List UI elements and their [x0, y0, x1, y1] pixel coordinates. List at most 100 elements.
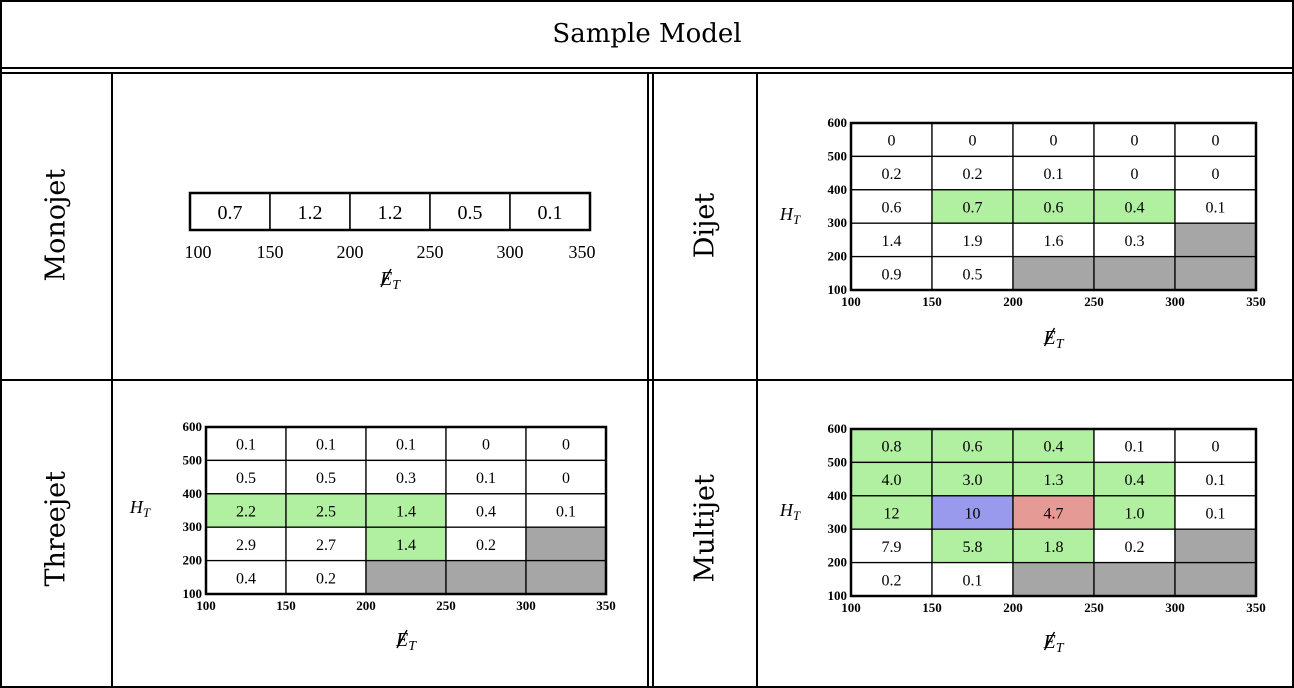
multijet-cell-value: 4.7 [1044, 506, 1064, 523]
multijet-grid-border [849, 427, 1258, 598]
mono-x-tick: 350 [569, 242, 596, 262]
multijet-cell [1093, 561, 1176, 597]
multijet-x-tick: 200 [1003, 600, 1023, 615]
mono-x-tick: 300 [497, 242, 524, 262]
threejet-x-tick: 100 [196, 598, 216, 613]
multijet-cell [1093, 495, 1176, 530]
mono-strip-border [188, 191, 592, 232]
threejet-grid-border [204, 425, 608, 596]
dijet-cell-value: 0.1 [1044, 166, 1064, 183]
dijet-cell-value: 0.6 [1044, 200, 1064, 217]
dijet-cell [931, 155, 1014, 191]
multijet-cell-value: 0.6 [963, 439, 983, 456]
dijet-cell [850, 155, 933, 191]
dijet-x-tick: 150 [922, 294, 942, 309]
multijet-cell-value: 7.9 [882, 539, 902, 556]
dijet-x-tick: 300 [1165, 294, 1185, 309]
dijet-cell-value: 0.5 [963, 266, 983, 283]
threejet-cell-value: 1.4 [396, 504, 416, 521]
dijet-cell-value: 0 [1050, 133, 1058, 150]
dijet-cell [931, 255, 1014, 291]
dijet-cell [1093, 122, 1176, 158]
dijet-cell-value: 0 [1212, 166, 1220, 183]
threejet-y-tick: 600 [183, 419, 203, 434]
dijet-y-tick: 600 [828, 115, 848, 130]
threejet-cell [205, 559, 287, 595]
threejet-y-tick: 300 [183, 519, 203, 534]
dijet-y-label: HT [779, 204, 801, 227]
threejet-cell-value: 0.1 [476, 470, 496, 487]
table-title: Sample Model [552, 19, 742, 49]
dijet-cell-value: 1.6 [1044, 233, 1064, 250]
dijet-cell-value: 0 [1131, 166, 1139, 183]
multijet-cell-value: 1.3 [1044, 472, 1064, 489]
mono-cell-value: 1.2 [298, 202, 323, 224]
threejet-cell-value: 0.1 [556, 504, 576, 521]
dijet-cell-value: 0 [969, 133, 977, 150]
threejet-x-tick: 350 [596, 598, 616, 613]
multijet-x-tick: 150 [922, 600, 942, 615]
multijet-y-tick: 200 [828, 555, 848, 570]
mono-cell-value: 0.5 [458, 202, 483, 224]
mono-cell [429, 192, 511, 231]
threejet-x-tick: 150 [276, 598, 296, 613]
multijet-cell-value: 1.0 [1125, 506, 1145, 523]
dijet-y-tick: 400 [828, 182, 848, 197]
dijet-y-tick: 200 [828, 249, 848, 264]
dijet-cell-value: 1.9 [963, 233, 983, 250]
dijet-grid-border [849, 121, 1258, 292]
dijet-cell [1093, 155, 1176, 191]
multijet-cell-value: 10 [965, 506, 981, 523]
threejet-cell-value: 2.2 [236, 504, 256, 521]
multijet-x-tick: 350 [1246, 600, 1266, 615]
threejet-cell-value: 0.1 [236, 437, 256, 454]
threejet-cell-value: 1.4 [396, 537, 416, 554]
multijet-y-label: HT [779, 500, 801, 523]
dijet-cell [850, 222, 933, 258]
dijet-x-label: ET [1042, 327, 1064, 352]
multijet-cell-value: 1.8 [1044, 539, 1064, 556]
multijet-y-tick: 100 [828, 588, 848, 603]
multijet-cell-value: 4.0 [882, 472, 902, 489]
dijet-y-tick: 500 [828, 148, 848, 163]
threejet-y-tick: 500 [183, 452, 203, 467]
threejet-cell [205, 459, 287, 495]
mono-cell-value: 0.7 [218, 202, 243, 224]
multijet-y-tick: 300 [828, 521, 848, 536]
threejet-cell [525, 426, 607, 462]
threejet-cell [445, 559, 527, 595]
multijet-cell-value: 0.2 [882, 572, 902, 589]
threejet-cell [525, 493, 607, 528]
dijet-cell [1093, 189, 1176, 224]
multijet-cell [1012, 561, 1095, 597]
threejet-cell-value: 0.1 [316, 437, 336, 454]
dijet-cell [1093, 255, 1176, 291]
dijet-y-tick: 300 [828, 215, 848, 230]
multijet-x-label: ET [1042, 631, 1064, 656]
threejet-cell [525, 526, 607, 562]
multijet-cell-value: 12 [884, 506, 900, 523]
threejet-x-tick: 250 [436, 598, 456, 613]
threejet-cell-value: 0 [562, 437, 570, 454]
dijet-cell-value: 0.6 [882, 200, 902, 217]
threejet-cell-value: 0.2 [316, 570, 336, 587]
multijet-cell [931, 428, 1014, 464]
dijet-cell-value: 0 [888, 133, 896, 150]
mono-cell [189, 192, 271, 231]
multijet-cell [1093, 528, 1176, 564]
multijet-x-tick: 250 [1084, 600, 1104, 615]
multijet-cell [850, 428, 933, 464]
mono-x-tick: 150 [257, 242, 284, 262]
dijet-cell-value: 0.9 [882, 266, 902, 283]
threejet-cell-value: 0 [562, 470, 570, 487]
threejet-cell-value: 2.9 [236, 537, 256, 554]
threejet-cell-value: 0.3 [396, 470, 416, 487]
dijet-cell-value: 0.4 [1125, 200, 1145, 217]
dijet-cell [1174, 155, 1257, 191]
multijet-cell [1174, 561, 1257, 597]
dijet-y-tick: 100 [828, 282, 848, 297]
threejet-x-tick: 200 [356, 598, 376, 613]
dijet-cell-value: 0 [1212, 133, 1220, 150]
